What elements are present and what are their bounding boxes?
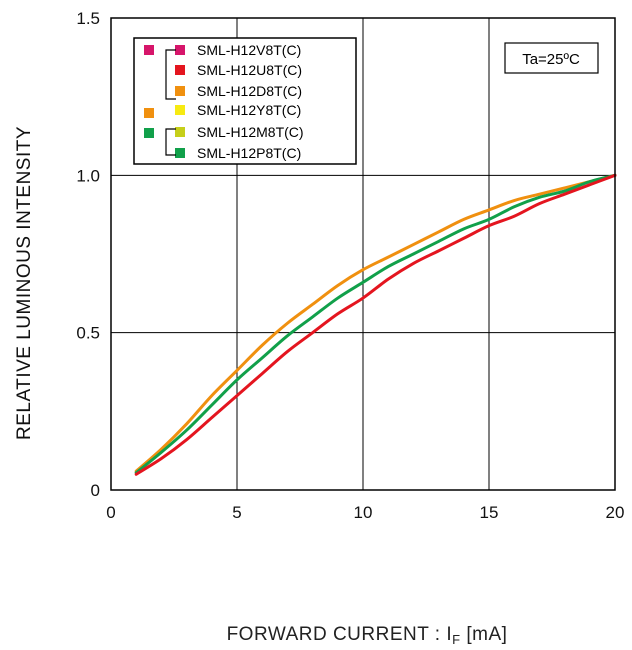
- series-line-2: [134, 173, 617, 476]
- legend-group-marker-0: [144, 45, 154, 55]
- x-axis-label: FORWARD CURRENT : IF [mA]: [227, 624, 508, 647]
- legend-group-marker-1: [144, 108, 154, 118]
- x-tick-label-2: 10: [354, 503, 373, 522]
- legend-box: [133, 37, 357, 165]
- legend-bracket-green: [165, 128, 176, 156]
- y-tick-label-1: 0.5: [76, 324, 100, 343]
- legend-swatch-4: [175, 127, 185, 137]
- legend-label-1: SML-H12U8T(C): [197, 62, 302, 78]
- series-lines: [134, 173, 617, 476]
- series-line-0: [134, 173, 617, 473]
- annotation-text: Ta=25ºC: [522, 51, 580, 68]
- annotation-box: [504, 42, 599, 74]
- x-tick-label-3: 15: [480, 503, 499, 522]
- y-tick-label-2: 1.0: [76, 166, 100, 185]
- legend-label-4: SML-H12M8T(C): [197, 124, 304, 140]
- legend-group-marker-2: [144, 128, 154, 138]
- series-line-1: [134, 173, 617, 475]
- y-tick-label-3: 1.5: [76, 9, 100, 28]
- temperature-annotation: Ta=25ºC: [504, 42, 599, 74]
- tick-labels: 0 5 10 15 20 0 0.5 1.0 1.5: [76, 9, 624, 522]
- legend-swatch-3: [175, 105, 185, 115]
- legend-label-3: SML-H12Y8T(C): [197, 102, 301, 118]
- legend: SML-H12V8T(C) SML-H12U8T(C) SML-H12D8T(C) S…: [133, 37, 357, 165]
- x-tick-label-0: 0: [106, 503, 115, 522]
- legend-bracket-red: [165, 49, 176, 100]
- plot-area-frame: [110, 17, 616, 491]
- y-axis-label: RELATIVE LUMINOUS INTENSITY: [14, 126, 35, 440]
- x-axis-label-subscript: F: [452, 632, 460, 647]
- grid: [111, 18, 615, 490]
- x-axis-label-unit: [mA]: [461, 624, 508, 645]
- x-tick-label-4: 20: [606, 503, 625, 522]
- legend-label-0: SML-H12V8T(C): [197, 42, 301, 58]
- legend-label-2: SML-H12D8T(C): [197, 83, 302, 99]
- legend-label-5: SML-H12P8T(C): [197, 145, 301, 161]
- x-tick-label-1: 5: [232, 503, 241, 522]
- legend-swatch-5: [175, 148, 185, 158]
- legend-swatch-0: [175, 45, 185, 55]
- legend-swatch-2: [175, 86, 185, 96]
- x-axis-label-main: FORWARD CURRENT : I: [227, 624, 453, 645]
- legend-swatch-1: [175, 65, 185, 75]
- y-tick-label-0: 0: [91, 481, 100, 500]
